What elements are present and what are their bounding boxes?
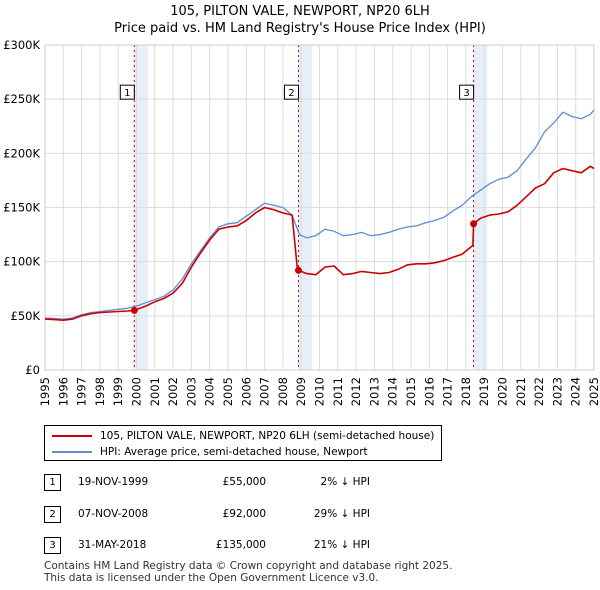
chart-legend: 105, PILTON VALE, NEWPORT, NP20 6LH (sem… [44,425,442,461]
x-tick-label: 2001 [148,377,162,406]
sale-marker-label: 3 [463,88,469,99]
sale-marker-box [119,84,135,100]
x-tick-label: 2010 [313,377,327,406]
transaction-badge: 2 [44,506,61,523]
transaction-row: 2 07-NOV-2008 £92,000 29% ↓ HPI [0,506,600,526]
legend-label-hpi: HPI: Average price, semi-detached house,… [100,446,368,458]
x-tick-label: 2023 [550,377,564,406]
x-tick-label: 2004 [203,377,217,406]
x-tick-label: 2015 [404,377,418,406]
x-tick-label: 2024 [569,377,583,406]
x-tick-label: 2011 [331,377,345,406]
sale-marker-box [283,84,299,100]
transaction-price: £55,000 [222,476,266,488]
footer-line-2: This data is licensed under the Open Gov… [44,572,379,584]
x-tick-label: 2009 [294,377,308,406]
transaction-hpi-diff: 21% ↓ HPI [313,539,370,551]
y-tick-label: £50K [11,309,41,323]
x-tick-label: 2025 [587,377,600,406]
footer-line-1: Contains HM Land Registry data © Crown c… [44,560,453,572]
x-tick-label: 2006 [239,377,253,406]
legend-label-property: 105, PILTON VALE, NEWPORT, NP20 6LH (sem… [100,430,435,442]
x-tick-label: 1998 [93,377,107,406]
y-tick-label: £100K [3,255,40,269]
y-tick-label: £250K [3,92,40,106]
transaction-hpi-diff: 2% ↓ HPI [320,476,370,488]
y-tick-label: £200K [3,146,40,160]
sale-marker-box [459,84,475,100]
x-tick-label: 2017 [441,377,455,406]
property-price-line [44,165,595,322]
x-tick-label: 1995 [38,377,52,406]
transaction-row: 3 31-MAY-2018 £135,000 21% ↓ HPI [0,537,600,557]
x-tick-label: 2016 [422,377,436,406]
footer-attribution: Contains HM Land Registry data © Crown c… [44,560,452,584]
sale-marker-label: 2 [288,88,294,99]
y-tick-label: £150K [3,201,40,215]
transaction-price: £92,000 [222,508,266,520]
y-tick-label: £300K [3,38,40,52]
transaction-date: 19-NOV-1999 [78,476,149,488]
y-tick-label: £0 [25,363,40,377]
legend-swatch-hpi [52,451,92,453]
x-tick-label: 2013 [367,377,381,406]
x-tick-label: 2003 [184,377,198,406]
x-tick-label: 2000 [130,377,144,406]
transaction-date: 07-NOV-2008 [78,508,149,520]
sale-marker-label: 1 [124,88,130,99]
chart-subtitle: Price paid vs. HM Land Registry's House … [114,21,486,36]
x-tick-label: 2022 [532,377,546,406]
transaction-date: 31-MAY-2018 [78,539,147,551]
x-tick-label: 2002 [166,377,180,406]
x-tick-label: 2005 [221,377,235,406]
sale-point [130,306,138,314]
plot-frame [44,44,595,371]
transaction-row: 1 19-NOV-1999 £55,000 2% ↓ HPI [0,474,600,494]
x-tick-label: 2007 [258,377,272,406]
x-tick-label: 2021 [514,377,528,406]
x-tick-label: 2008 [276,377,290,406]
chart-title: 105, PILTON VALE, NEWPORT, NP20 6LH [170,4,430,19]
transaction-price: £135,000 [215,539,266,551]
sale-point [294,266,302,274]
x-tick-label: 2014 [386,377,400,406]
x-tick-label: 1999 [111,377,125,406]
x-tick-label: 2012 [349,377,363,406]
x-tick-label: 2019 [477,377,491,406]
x-tick-label: 1997 [75,377,89,406]
legend-swatch-property [52,435,92,437]
hpi-line [44,109,595,320]
x-tick-label: 2018 [459,377,473,406]
x-tick-label: 2020 [496,377,510,406]
transaction-badge: 1 [44,474,61,491]
price-chart: £0 £50K £100K £150K £200K £250K £300K 1995 1996 1… [3,38,600,406]
x-tick-label: 1996 [56,377,70,406]
transaction-badge: 3 [44,537,61,554]
sale-point [470,220,478,228]
transaction-hpi-diff: 29% ↓ HPI [313,508,370,520]
